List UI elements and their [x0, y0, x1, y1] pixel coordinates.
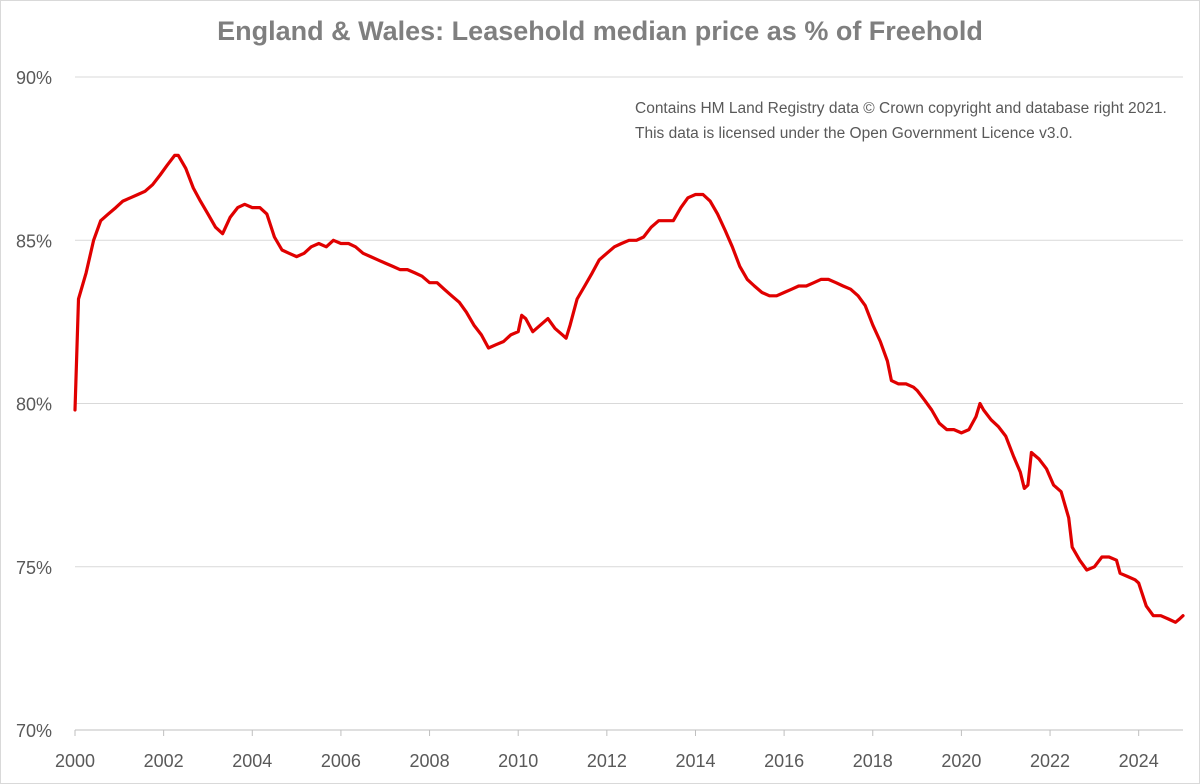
x-tick-label-2022: 2022 — [1030, 751, 1070, 771]
x-tick-label-2018: 2018 — [853, 751, 893, 771]
gridlines — [75, 76, 1183, 731]
x-tick-label-2024: 2024 — [1119, 751, 1159, 771]
x-tick-label-2010: 2010 — [498, 751, 538, 771]
chart-title: England & Wales: Leasehold median price … — [217, 16, 983, 46]
y-axis-ticks: 70% 75% 80% 85% 90% — [16, 68, 52, 741]
y-tick-label-70: 70% — [16, 721, 52, 741]
x-tick-label-2000: 2000 — [55, 751, 95, 771]
x-tick-label-2008: 2008 — [410, 751, 450, 771]
x-tick-label-2016: 2016 — [764, 751, 804, 771]
x-tick-label-2020: 2020 — [941, 751, 981, 771]
x-tick-label-2006: 2006 — [321, 751, 361, 771]
x-tick-label-2004: 2004 — [232, 751, 272, 771]
x-axis-ticks: 2000 2002 2004 2006 2008 2010 2012 2014 2016 2018… — [55, 730, 1159, 771]
annotation-line-2: This data is licensed under the Open Gov… — [635, 125, 1073, 142]
y-tick-label-85: 85% — [16, 231, 52, 251]
y-tick-label-80: 80% — [16, 395, 52, 415]
y-tick-label-75: 75% — [16, 558, 52, 578]
y-tick-label-90: 90% — [16, 68, 52, 88]
annotation-line-1: Contains HM Land Registry data © Crown c… — [635, 100, 1167, 117]
series-layer — [73, 153, 1185, 624]
x-tick-label-2012: 2012 — [587, 751, 627, 771]
x-tick-label-2002: 2002 — [144, 751, 184, 771]
x-tick-label-2014: 2014 — [675, 751, 715, 771]
series-line-0 — [73, 153, 1185, 624]
